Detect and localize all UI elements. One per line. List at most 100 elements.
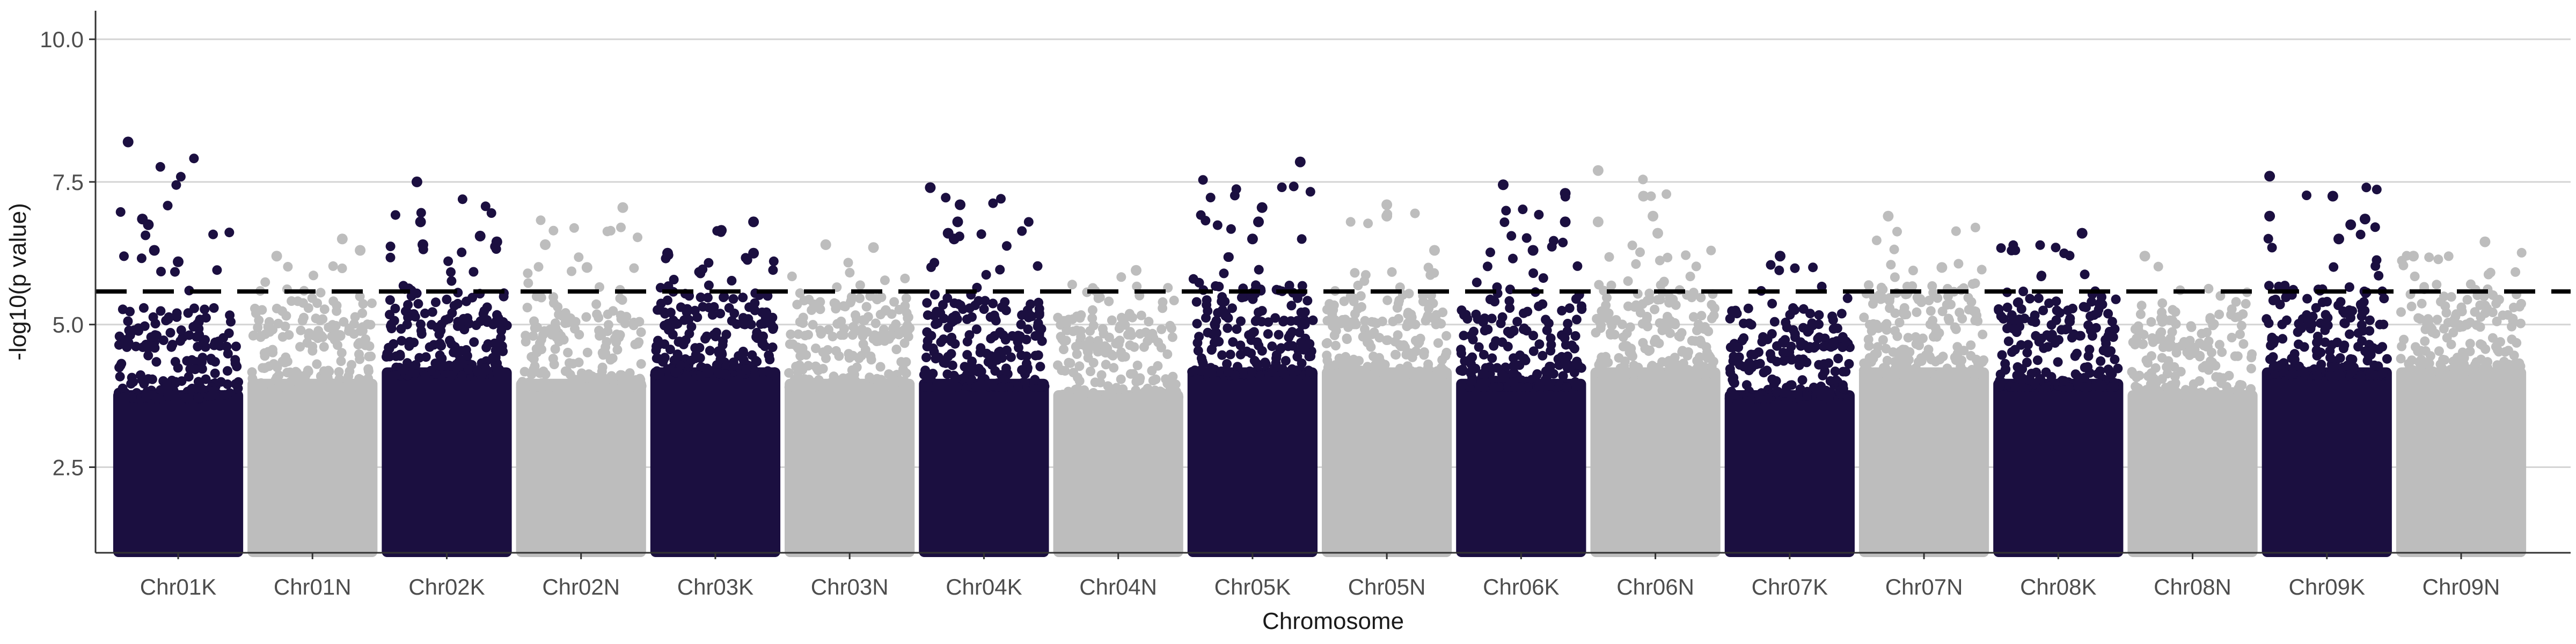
data-point [1640,343,1650,354]
data-point [1254,341,1264,350]
data-point [2059,376,2069,386]
data-point [591,299,602,309]
data-point [1192,319,1202,329]
data-point [2407,365,2418,375]
data-point [1104,332,1114,342]
data-point [247,367,257,377]
top-hit-point [143,219,154,230]
point-cloud-base [1590,367,1721,557]
data-point [1337,371,1347,381]
data-point [403,300,413,310]
data-point [634,317,645,327]
data-point [1817,281,1827,291]
data-point [1703,326,1714,336]
data-point [1076,332,1086,342]
data-point [416,208,426,218]
data-point [1642,312,1652,321]
data-point [486,208,496,218]
data-point [138,303,149,313]
data-point [2053,357,2063,367]
data-point [1787,355,1797,365]
data-point [1967,364,1977,375]
data-point [384,342,394,353]
data-point [2270,369,2280,379]
data-point [2410,272,2420,281]
x-tick-label: Chr09K [2289,574,2365,599]
data-point [1485,247,1495,258]
data-point [1305,187,1315,197]
top-hit-point [2139,251,2150,262]
data-point [989,310,999,320]
data-point [1349,317,1359,326]
data-point [1966,350,1976,361]
data-point [2142,358,2153,368]
point-cloud-base [785,378,915,557]
data-point [807,305,817,315]
data-point [2443,251,2454,261]
data-point [2275,360,2286,370]
y-tick-label: 5.0 [53,312,84,338]
data-point [1926,306,1936,316]
data-point [658,357,668,367]
data-point [1424,303,1434,313]
data-point [2073,381,2083,391]
data-point [2512,338,2522,348]
data-point [1519,324,1528,334]
data-point [182,356,192,366]
data-point [595,331,605,341]
data-point [1104,296,1114,306]
data-point [1388,317,1398,326]
data-point [2377,342,2388,352]
data-point [210,337,220,347]
data-point [402,319,412,330]
data-point [162,378,172,389]
data-point [260,277,270,287]
data-point [2442,370,2452,380]
data-point [316,288,326,298]
data-point [1521,233,1532,243]
data-point [1871,319,1882,330]
data-point [1162,349,1173,359]
data-point [2136,301,2147,311]
data-point [1484,362,1495,372]
data-point [1377,316,1387,326]
data-point [260,351,270,361]
data-point [2238,392,2249,402]
data-point [756,319,766,329]
data-point [930,290,940,300]
data-point [1782,323,1792,332]
data-point [1482,261,1492,272]
data-point [1499,217,1510,228]
data-point [528,331,538,341]
data-point [1790,329,1800,339]
data-point [964,330,975,340]
data-point [2176,341,2186,351]
point-cloud-base [919,378,1049,557]
data-point [1087,305,1097,315]
data-point [2033,293,2044,303]
data-point [700,334,710,344]
data-point [1905,347,1915,357]
data-point [1109,363,1119,373]
data-point [1053,312,1063,323]
data-point [2161,340,2171,350]
data-point [574,252,584,262]
data-point [1192,338,1203,348]
data-point [669,275,679,284]
data-point [570,324,580,334]
data-point [1693,319,1703,330]
data-point [1741,380,1752,390]
data-point [303,365,313,376]
data-point [1882,319,1892,329]
data-point [1978,370,1988,380]
data-point [2069,329,2079,339]
data-point [943,323,953,333]
data-point [1532,369,1542,379]
x-tick-label: Chr06K [1483,574,1559,599]
data-point [2422,319,2432,329]
data-point [1405,348,1415,358]
data-point [2072,348,2082,358]
data-point [152,393,162,404]
data-point [115,371,125,382]
data-point [421,352,431,362]
